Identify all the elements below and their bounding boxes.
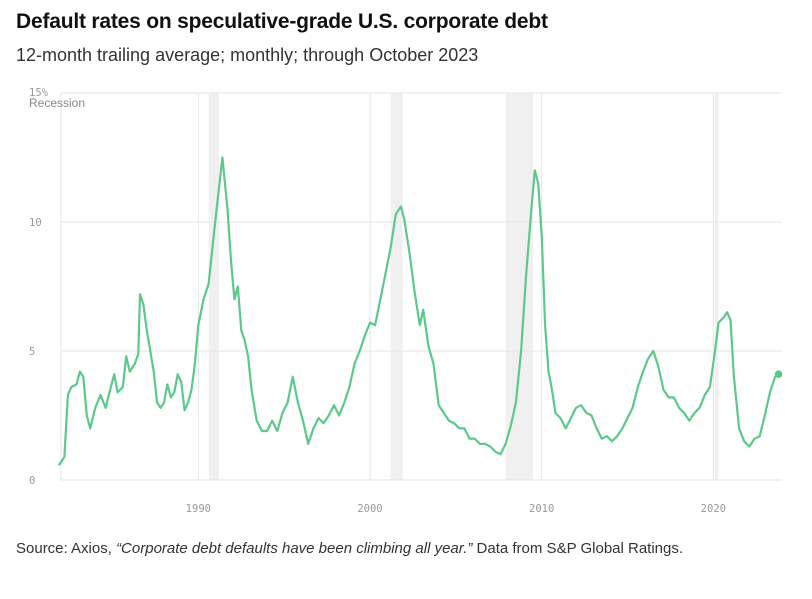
recession-band — [715, 93, 719, 480]
y-tick-label: 10 — [29, 217, 42, 229]
source-prefix: Source: Axios, — [16, 540, 117, 557]
x-tick-label: 1990 — [186, 503, 211, 515]
recession-band — [208, 93, 219, 480]
x-tick-label: 2020 — [701, 503, 726, 515]
y-tick-label: 15% — [29, 87, 49, 99]
series-layer — [58, 156, 783, 466]
default-rate-line — [58, 156, 780, 466]
recession-band — [505, 93, 534, 480]
y-axis-ticks: 0 5 10 15% — [29, 87, 49, 487]
recession-bands — [208, 93, 719, 480]
chart-gridlines — [60, 92, 782, 481]
recession-band — [390, 93, 403, 480]
latest-value-point — [774, 370, 783, 379]
x-tick-label: 2000 — [357, 503, 382, 515]
source-article-title: “Corporate debt defaults have been climb… — [116, 540, 473, 557]
chart-title: Default rates on speculative-grade U.S. … — [16, 10, 548, 33]
line-chart: 0 5 10 15% 1990 2000 2010 2020 Recession — [29, 87, 783, 515]
x-axis-ticks: 1990 2000 2010 2020 — [186, 503, 726, 515]
recession-label: Recession — [29, 96, 85, 110]
chart-subtitle: 12-month trailing average; monthly; thro… — [16, 45, 479, 65]
source-note: Source: Axios, “Corporate debt defaults … — [16, 538, 801, 560]
x-tick-label: 2010 — [529, 503, 554, 515]
y-tick-label: 0 — [29, 475, 35, 487]
y-tick-label: 5 — [29, 346, 35, 358]
source-suffix: Data from S&P Global Ratings. — [472, 540, 684, 557]
